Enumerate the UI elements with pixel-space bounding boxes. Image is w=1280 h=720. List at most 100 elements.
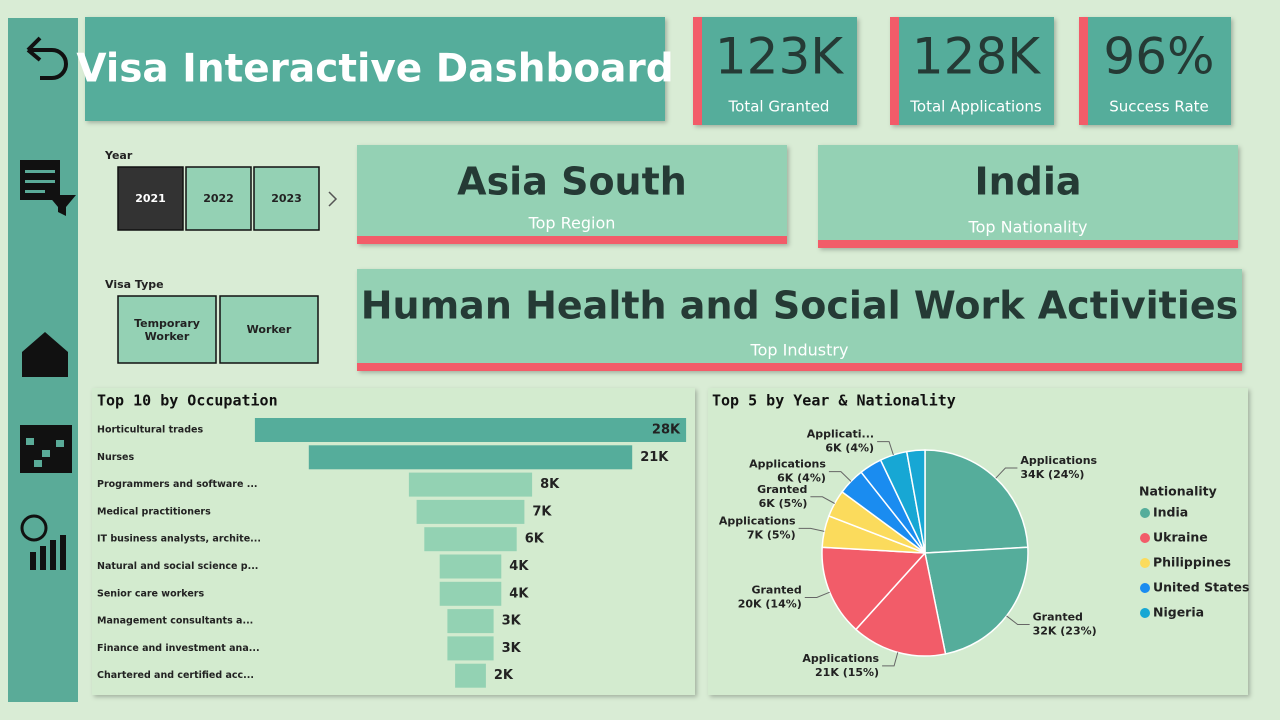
category-label: IT business analysts, archite... [97,534,261,545]
dashboard-title: Visa Interactive Dashboard [76,47,673,92]
slicer-option[interactable] [219,295,319,364]
value-label: 3K [502,614,522,629]
slice-category: Applications [1020,454,1097,467]
leader-line [804,591,830,598]
bar [455,663,486,688]
value-label: 6K [525,532,545,547]
leader-line [798,527,825,532]
info-card-accent [357,363,1242,371]
category-label: Natural and social science p... [97,561,258,572]
card-value: India [974,160,1081,204]
kpi-label: Total Applications [909,98,1042,116]
legend-swatch [1140,608,1150,618]
legend-label[interactable]: Philippines [1153,555,1231,570]
chart-title: Top 10 by Occupation [97,392,278,410]
chart-title: Top 5 by Year & Nationality [712,392,956,410]
back-icon[interactable] [26,36,68,80]
kpi-card [890,17,1054,125]
category-label: Programmers and software ... [97,479,258,490]
slice-category: Applicati... [807,428,874,441]
category-label: Finance and investment ana... [97,643,260,654]
slicer-option-text: Worker [246,323,292,336]
card-value: Human Health and Social Work Activities [361,284,1239,328]
value-label: 4K [509,586,529,601]
kpi-accent [890,17,899,125]
pie-slice [854,551,947,657]
slice-label: 7K (5%) [747,528,796,541]
legend-swatch [1140,583,1150,593]
flow-icon[interactable] [20,425,72,473]
slicer-label: Year [104,149,133,162]
value-label: 4K [509,559,529,574]
kpi-accent [693,17,702,125]
bar [408,472,533,497]
slicer-option-label: Worker [246,323,292,336]
info-card [818,145,1238,248]
kpi-label: Total Granted [728,98,830,116]
legend-label[interactable]: Ukraine [1153,530,1208,545]
bar [447,636,494,661]
value-label: 28K [652,423,681,438]
info-card [357,269,1242,371]
pie-slice [821,546,927,631]
kpi-accent [1079,17,1088,125]
report-icon[interactable] [20,160,76,216]
bar [416,499,525,524]
slicer-option-text: 2023 [271,192,302,205]
legend-label[interactable]: Nigeria [1153,605,1204,620]
leader-line [882,652,899,667]
kpi-value: 96% [1103,28,1214,86]
bar [447,609,494,634]
slice-label: 6K (5%) [759,497,808,510]
slice-category: Applications [802,652,879,665]
slicer-label: Visa Type [105,278,164,291]
info-card-accent [357,236,787,244]
category-label: Nurses [97,452,134,463]
legend-title: Nationality [1139,484,1217,499]
kpi-value: 123K [715,28,844,86]
value-label: 2K [494,668,514,683]
value-label: 8K [540,477,560,492]
slice-category: Granted [1033,610,1083,623]
kpi-card [693,17,857,125]
pie-slice [924,449,1029,554]
slicer-option-label: 2021 [135,192,166,205]
slicer-next[interactable] [328,191,338,207]
slicer-option[interactable] [253,166,320,231]
slicer-option-label: Temporary Worker [134,317,200,343]
bar [254,418,687,442]
pie-slice [905,449,926,554]
slicer-option[interactable] [117,295,217,364]
legend-label[interactable]: India [1153,505,1188,520]
card-label: Top Nationality [968,218,1088,237]
slicer-option-text: 2022 [203,192,234,205]
legend-label[interactable]: United States [1153,580,1249,595]
category-label: Senior care workers [97,588,204,599]
category-label: Chartered and certified acc... [97,670,254,681]
slicer-option[interactable] [117,166,184,231]
bar [424,527,517,552]
slicer-option-label: 2022 [203,192,234,205]
slicer-option[interactable] [185,166,252,231]
card-label: Top Industry [750,341,849,360]
category-label: Medical practitioners [97,506,211,517]
slice-label: 32K (23%) [1033,624,1097,637]
leader-line [877,441,894,456]
card-value: Asia South [457,160,687,204]
value-label: 3K [502,641,522,656]
bar [308,445,633,470]
slice-category: Applications [719,514,796,527]
value-label: 21K [640,450,669,465]
leader-line [1006,615,1030,625]
slice-label: 6K (4%) [825,442,874,455]
slice-category: Granted [757,483,807,496]
legend-swatch [1140,558,1150,568]
analytics-icon[interactable] [20,514,66,570]
kpi-value: 128K [912,28,1041,86]
category-label: Horticultural trades [97,425,203,436]
home-icon[interactable] [22,332,68,377]
slice-label: 21K (15%) [815,666,879,679]
bar [439,581,502,606]
